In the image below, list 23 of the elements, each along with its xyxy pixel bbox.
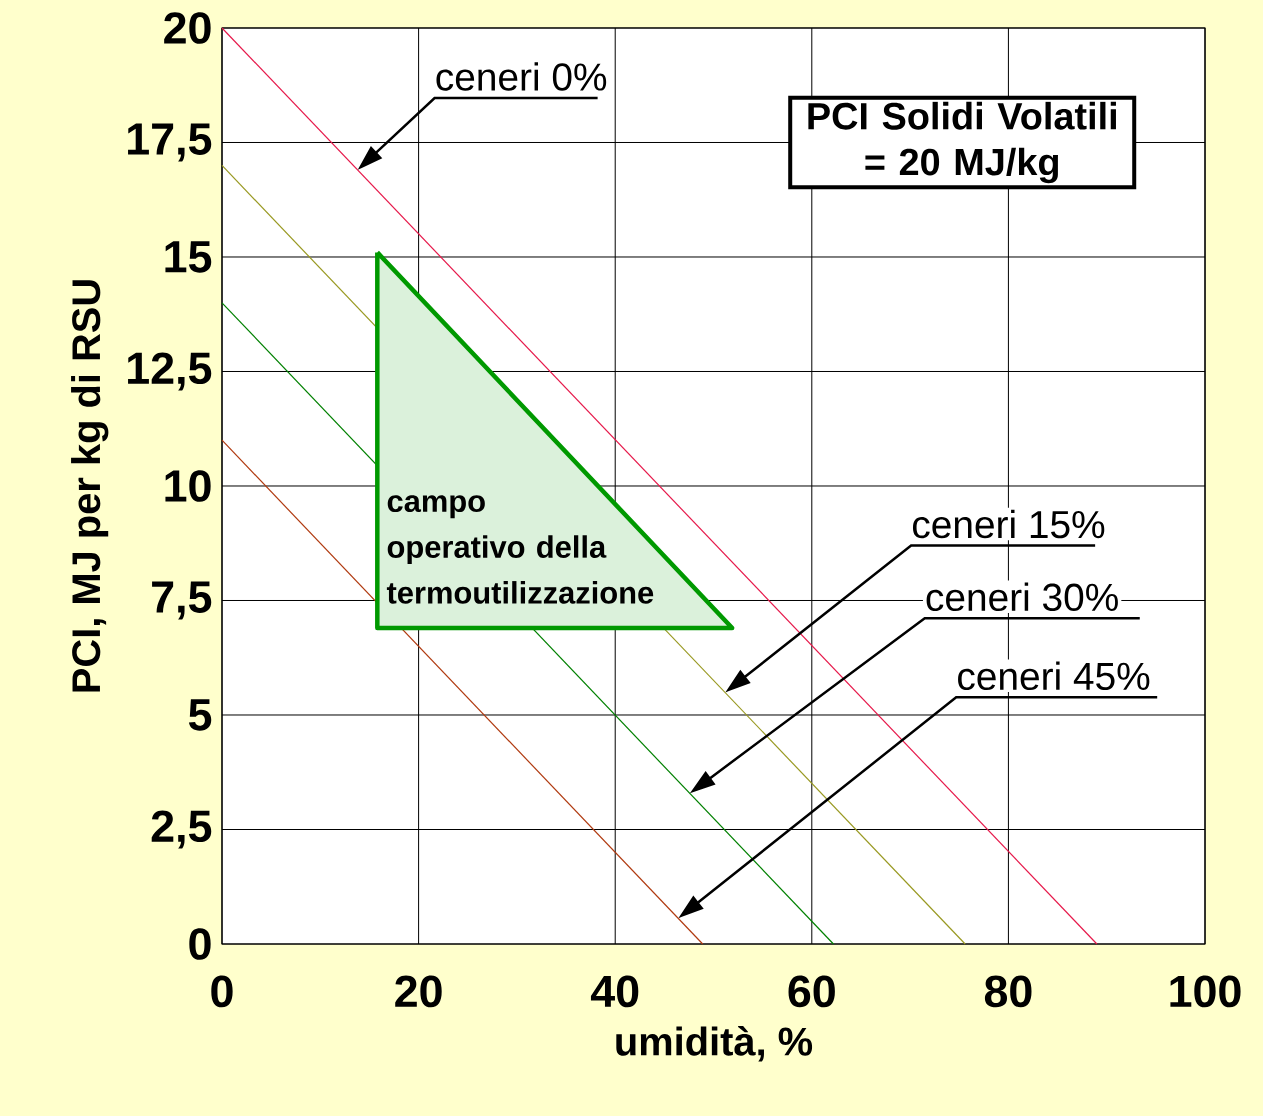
y-tick-label: 0 [189,928,211,960]
y-axis-title: PCI, MJ per kg di RSU [71,280,109,692]
text: ceneri 0% [436,62,607,91]
annotation: PCI Solidi Volatili = 20 MJ/kg [808,101,1116,184]
x-tick-label: 100 [1170,975,1241,1008]
x-tick-label: 60 [788,975,835,1008]
text: ceneri 15% [912,509,1105,539]
y-tick-label: 17,5 [128,123,212,162]
x-tick-label: 80 [984,975,1032,1008]
y-tick-label: 10 [165,470,211,502]
x-tick-label: 0 [211,975,233,1008]
y-tick-label: 20 [164,12,211,44]
y-tick-label: 12,5 [128,352,212,391]
y-tick-label: 2,5 [151,810,212,849]
y-tick-label: 5 [188,699,212,731]
series-label: campo operativo della termoutilizzazione [386,495,654,604]
x-tick-label: 20 [395,975,442,1008]
text: ceneri 45% [958,661,1150,691]
x-axis-title: umidità, % [616,1026,813,1062]
y-tick-label: 7,5 [152,581,212,620]
y-tick-label: 15 [165,241,212,273]
text: ceneri 30% [926,582,1118,612]
x-tick-label: 40 [590,975,639,1008]
